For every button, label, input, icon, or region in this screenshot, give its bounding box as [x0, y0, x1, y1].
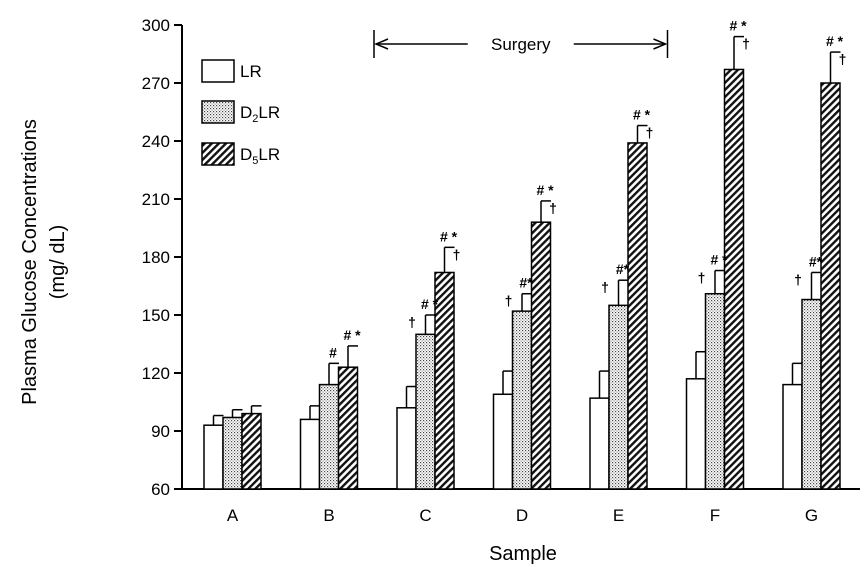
bar-dotted — [801, 298, 822, 490]
bar-open — [589, 397, 610, 490]
surgery-label: Surgery — [491, 35, 551, 54]
significance-mark: # * — [440, 228, 458, 244]
y-tick-label: 300 — [142, 16, 170, 35]
bar-hatched — [627, 142, 648, 490]
y-tick-label: 60 — [151, 480, 170, 499]
bar-hatched — [530, 221, 552, 490]
significance-mark: # * — [421, 296, 439, 312]
x-tick-label: G — [805, 506, 818, 525]
bar-dotted — [704, 292, 726, 490]
bar-open — [685, 378, 707, 490]
x-axis-title: Sample — [489, 543, 557, 565]
y-tick-label: 270 — [142, 74, 170, 93]
dagger-mark: † — [549, 200, 557, 216]
dagger-mark: † — [408, 314, 416, 330]
bar-dotted — [222, 416, 243, 490]
bar-hatched — [820, 82, 841, 490]
legend-swatch-hatched — [201, 142, 235, 166]
dagger-mark: † — [601, 279, 609, 295]
y-tick-label: 150 — [142, 306, 170, 325]
significance-mark: #* — [616, 261, 630, 277]
x-tick-label: C — [419, 506, 431, 525]
bar-hatched — [337, 366, 359, 490]
y-axis: 60 90 120 150 180 210 240 270 300 — [142, 16, 183, 499]
bars — [203, 35, 841, 490]
significance-mark: # * — [343, 327, 361, 343]
x-tick-label: A — [227, 506, 239, 525]
dagger-mark: † — [742, 36, 750, 52]
bar-hatched — [241, 412, 262, 490]
dagger-mark: † — [839, 51, 847, 67]
significance-mark: # * — [710, 252, 728, 268]
x-tick-label: E — [613, 506, 624, 525]
surgery-annotation: Surgery — [373, 30, 669, 58]
legend-label: D5LR — [240, 145, 280, 167]
y-tick-label: 180 — [142, 248, 170, 267]
bar-dotted — [511, 310, 533, 490]
x-axis: A B C D E F G — [182, 488, 860, 525]
bar-dotted — [415, 333, 436, 490]
significance-mark: # — [329, 344, 337, 360]
significance-mark: # * — [536, 182, 554, 198]
legend-label: D2LR — [240, 103, 280, 125]
x-tick-label: D — [516, 506, 528, 525]
legend-swatch-dotted — [201, 100, 235, 124]
x-tick-label: B — [323, 506, 334, 525]
y-tick-label: 210 — [142, 190, 170, 209]
bar-open — [782, 383, 803, 490]
y-axis-unit: (mg/ dL) — [47, 225, 69, 299]
bar-dotted — [608, 304, 629, 490]
legend: LR D2LR D5LR — [201, 59, 280, 167]
significance-mark: # * — [826, 33, 844, 49]
dagger-mark: † — [646, 125, 654, 141]
y-axis-title: Plasma Glucose Concentrations — [19, 119, 41, 405]
y-tick-label: 120 — [142, 364, 170, 383]
bar-open — [299, 418, 321, 490]
significance-mark: #* — [519, 275, 533, 291]
legend-label: LR — [240, 62, 262, 81]
dagger-mark: † — [453, 246, 461, 262]
significance-mark: # * — [729, 18, 747, 34]
bar-open — [492, 393, 514, 490]
y-tick-label: 90 — [151, 422, 170, 441]
y-tick-label: 240 — [142, 132, 170, 151]
bar-hatched — [723, 68, 745, 490]
arrowhead-left — [374, 38, 389, 50]
dagger-mark: † — [505, 293, 513, 309]
dagger-mark: † — [794, 271, 802, 287]
legend-swatch-open — [201, 59, 235, 83]
significance-mark: #* — [809, 253, 823, 269]
bar-annotations: ## *†#*†#*†# *†#*†# *# *†# *†# *†# *† # *… — [329, 18, 846, 361]
bar-open — [396, 407, 417, 490]
x-tick-label: F — [710, 506, 720, 525]
significance-mark: # * — [633, 107, 651, 123]
dagger-mark: † — [698, 270, 706, 286]
bar-dotted — [318, 383, 340, 490]
arrowhead-right — [653, 38, 668, 50]
bar-open — [203, 424, 224, 490]
